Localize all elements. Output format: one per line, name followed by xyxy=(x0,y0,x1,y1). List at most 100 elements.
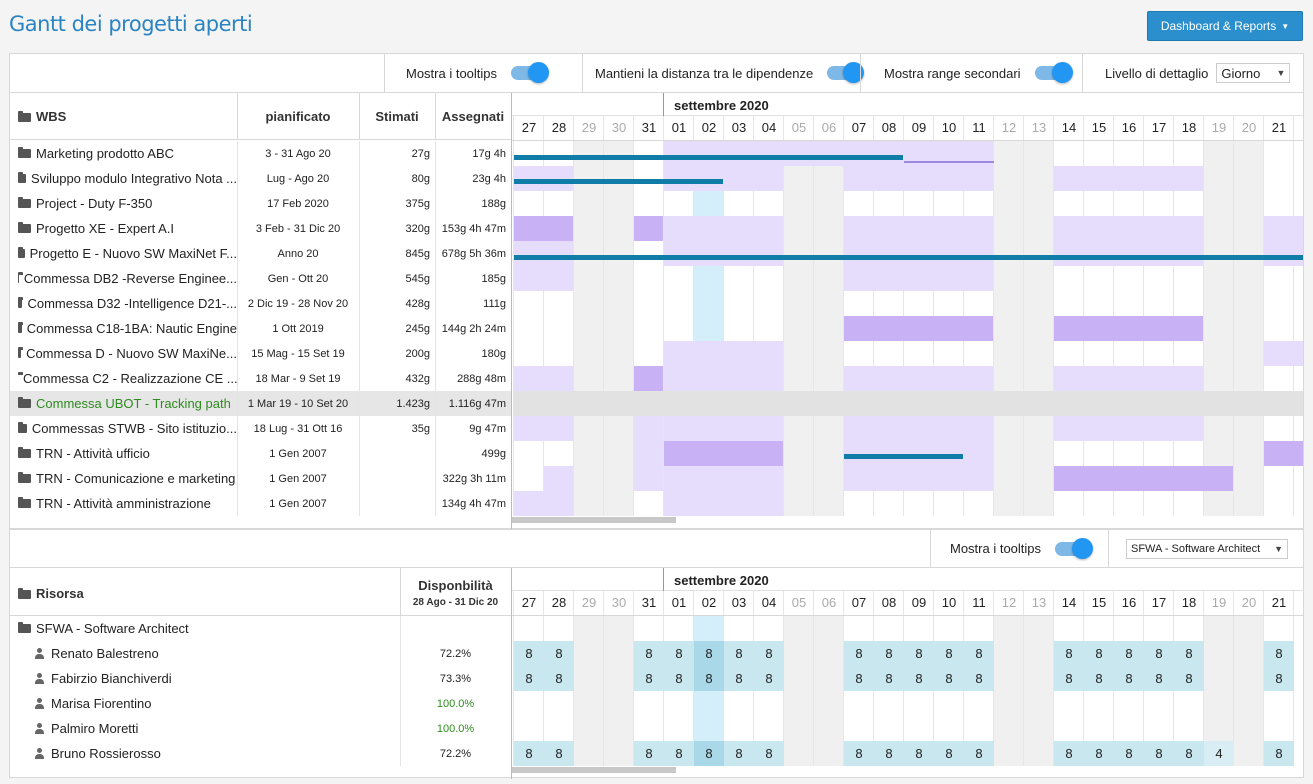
wbs-row[interactable]: Project - Duty F-350 17 Feb 2020 375g 188g xyxy=(10,191,511,216)
wbs-row[interactable]: Commessa C2 - Realizzazione CE ... 18 Mar… xyxy=(10,366,511,391)
allocated-hours-cell[interactable]: 8 xyxy=(694,666,724,691)
allocated-hours-cell[interactable]: 8 xyxy=(1114,741,1144,766)
task-range-bar[interactable] xyxy=(1054,466,1233,491)
wbs-row[interactable]: Commessa D - Nuovo SW MaxiNe... 15 Mag - … xyxy=(10,341,511,366)
allocated-hours-cell[interactable]: 8 xyxy=(664,666,694,691)
task-range-bar[interactable] xyxy=(544,466,573,491)
allocated-hours-cell[interactable]: 8 xyxy=(874,741,904,766)
allocated-hours-cell[interactable]: 8 xyxy=(754,641,784,666)
task-range-bar[interactable] xyxy=(514,166,573,191)
task-range-bar[interactable] xyxy=(844,266,993,291)
task-range-bar[interactable] xyxy=(1054,416,1203,441)
wbs-name[interactable]: Progetto E - Nuovo SW MaxiNet F... xyxy=(29,246,237,261)
task-range-bar[interactable] xyxy=(844,316,993,341)
allocated-hours-cell[interactable]: 8 xyxy=(544,641,574,666)
allocated-hours-cell[interactable]: 8 xyxy=(1084,666,1114,691)
wbs-name[interactable]: Commessa D - Nuovo SW MaxiNe... xyxy=(26,346,237,361)
allocated-hours-cell[interactable]: 8 xyxy=(1054,741,1084,766)
allocated-hours-cell[interactable]: 8 xyxy=(664,741,694,766)
allocated-hours-cell[interactable]: 8 xyxy=(544,741,574,766)
wbs-row[interactable]: Commessa UBOT - Tracking path 1 Mar 19 - … xyxy=(10,391,511,416)
project-timeline[interactable]: settembre 2020 27 28 29 30 31 01 02 03 04 05 06 07 08… xyxy=(512,93,1303,516)
task-range-bar[interactable] xyxy=(664,416,783,441)
wbs-name[interactable]: Marketing prodotto ABC xyxy=(36,146,175,161)
resource-column-header[interactable]: Risorsa xyxy=(18,586,84,601)
wbs-name[interactable]: Project - Duty F-350 xyxy=(36,196,153,211)
task-range-bar[interactable] xyxy=(664,466,783,491)
resource-group-row[interactable]: SFWA - Software Architect xyxy=(10,616,400,641)
progress-line[interactable] xyxy=(514,255,1303,260)
wbs-name[interactable]: TRN - Attività ufficio xyxy=(36,446,150,461)
allocated-hours-cell[interactable]: 8 xyxy=(724,741,754,766)
role-select[interactable]: SFWA - Software Architect ▼ xyxy=(1126,538,1288,559)
progress-line[interactable] xyxy=(844,454,963,459)
task-range-bar[interactable] xyxy=(514,416,573,441)
wbs-row[interactable]: Sviluppo modulo Integrativo Nota ... Lug … xyxy=(10,166,511,191)
detail-level-select[interactable]: Giorno ▼ xyxy=(1216,63,1291,83)
progress-line[interactable] xyxy=(514,179,723,184)
task-range-bar[interactable] xyxy=(844,466,993,491)
allocated-hours-cell[interactable]: 8 xyxy=(754,741,784,766)
resource-row[interactable]: Marisa Fiorentino 100.0% xyxy=(10,691,511,716)
allocated-hours-cell[interactable]: 8 xyxy=(634,741,664,766)
task-range-bar[interactable] xyxy=(1054,216,1203,241)
assigned-column-header[interactable]: Assegnati xyxy=(441,109,505,124)
wbs-name[interactable]: Commessa C2 - Realizzazione CE ... xyxy=(23,371,237,386)
allocated-hours-cell[interactable]: 8 xyxy=(964,741,994,766)
estimated-column-header[interactable]: Stimati xyxy=(375,109,419,124)
task-range-bar[interactable] xyxy=(1054,316,1203,341)
task-range-bar[interactable] xyxy=(634,466,663,491)
allocated-hours-cell[interactable]: 8 xyxy=(544,666,574,691)
task-range-bar[interactable] xyxy=(844,366,993,391)
allocated-hours-cell[interactable]: 8 xyxy=(874,641,904,666)
allocated-hours-cell[interactable]: 8 xyxy=(1174,666,1204,691)
dependencies-toggle[interactable] xyxy=(827,62,864,83)
allocated-hours-cell[interactable]: 8 xyxy=(1174,641,1204,666)
allocated-hours-cell[interactable]: 8 xyxy=(724,641,754,666)
task-range-bar[interactable] xyxy=(1054,241,1203,266)
task-range-bar[interactable] xyxy=(634,416,663,441)
allocated-hours-cell[interactable]: 8 xyxy=(964,666,994,691)
wbs-name[interactable]: TRN - Attività amministrazione xyxy=(36,496,211,511)
resource-timeline[interactable]: settembre 2020 27 28 29 30 31 01 02 03 04 05 06 07 08… xyxy=(512,568,1303,767)
wbs-row[interactable]: Commessa DB2 -Reverse Enginee... Gen - Ot… xyxy=(10,266,511,291)
task-range-bar[interactable] xyxy=(634,441,663,466)
allocated-hours-cell[interactable]: 8 xyxy=(664,641,694,666)
task-range-bar[interactable] xyxy=(514,391,1303,416)
task-range-bar[interactable] xyxy=(634,216,663,241)
allocated-hours-cell[interactable]: 8 xyxy=(874,666,904,691)
task-range-bar[interactable] xyxy=(1264,341,1303,366)
allocated-hours-cell[interactable]: 8 xyxy=(844,741,874,766)
resource-row[interactable]: Renato Balestreno 72.2% xyxy=(10,641,511,666)
task-range-bar[interactable] xyxy=(514,366,573,391)
wbs-name[interactable]: Commessa D32 -Intelligence D21-... xyxy=(27,296,237,311)
allocated-hours-cell[interactable]: 8 xyxy=(1144,641,1174,666)
allocated-hours-cell[interactable]: 8 xyxy=(934,641,964,666)
wbs-name[interactable]: Progetto XE - Expert A.I xyxy=(36,221,175,236)
secondary-range-toggle[interactable] xyxy=(1034,62,1073,83)
task-range-bar[interactable] xyxy=(1264,216,1303,241)
wbs-row[interactable]: TRN - Attività ufficio 1 Gen 2007 499g xyxy=(10,441,511,466)
task-range-bar[interactable] xyxy=(514,216,573,241)
task-range-bar[interactable] xyxy=(844,441,993,466)
allocated-hours-cell[interactable]: 8 xyxy=(934,741,964,766)
wbs-name[interactable]: Commessa C18-1BA: Nautic Engine xyxy=(26,321,237,336)
allocated-hours-cell[interactable]: 8 xyxy=(694,741,724,766)
task-range-bar[interactable] xyxy=(664,241,783,266)
wbs-column-header[interactable]: WBS xyxy=(18,109,66,124)
allocated-hours-cell[interactable]: 8 xyxy=(934,666,964,691)
allocated-hours-cell[interactable]: 8 xyxy=(1114,666,1144,691)
progress-line[interactable] xyxy=(514,155,903,160)
resource-row[interactable]: Fabirzio Bianchiverdi 73.3% xyxy=(10,666,511,691)
resource-row[interactable]: Bruno Rossierosso 72.2% xyxy=(10,741,511,766)
task-range-bar[interactable] xyxy=(664,166,783,191)
allocated-hours-cell[interactable]: 8 xyxy=(1054,666,1084,691)
allocated-hours-cell[interactable]: 4 xyxy=(1204,741,1234,766)
allocated-hours-cell[interactable]: 8 xyxy=(724,666,754,691)
planned-column-header[interactable]: pianificato xyxy=(265,109,331,124)
task-range-bar[interactable] xyxy=(844,241,993,266)
allocated-hours-cell[interactable]: 8 xyxy=(514,741,544,766)
wbs-name[interactable]: Sviluppo modulo Integrativo Nota ... xyxy=(31,171,237,186)
task-range-bar[interactable] xyxy=(1264,241,1303,266)
task-range-bar[interactable] xyxy=(844,216,993,241)
